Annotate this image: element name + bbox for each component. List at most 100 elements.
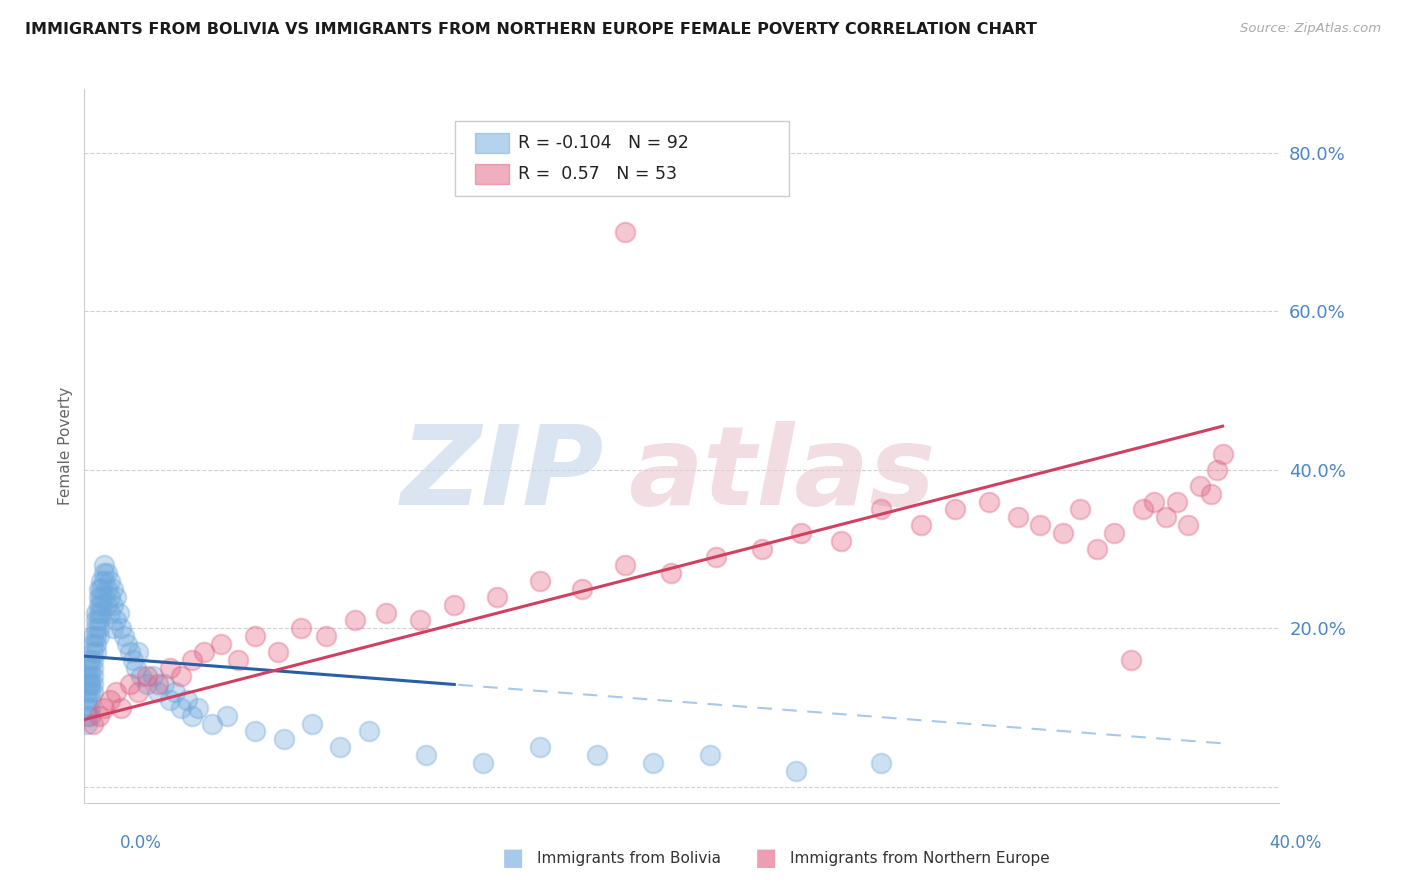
Point bbox=[90, 590, 112, 604]
Point bbox=[87, 614, 110, 628]
Point bbox=[82, 669, 104, 683]
Point bbox=[79, 685, 101, 699]
Point bbox=[87, 621, 110, 635]
Point bbox=[76, 669, 98, 683]
Point bbox=[79, 700, 101, 714]
Point bbox=[785, 764, 807, 778]
Point bbox=[1205, 463, 1227, 477]
Point bbox=[121, 653, 143, 667]
Point bbox=[301, 716, 323, 731]
Point bbox=[215, 708, 238, 723]
Point bbox=[1121, 653, 1143, 667]
Text: Immigrants from Northern Europe: Immigrants from Northern Europe bbox=[790, 851, 1050, 865]
Point bbox=[1154, 510, 1177, 524]
Point bbox=[79, 708, 101, 723]
Point bbox=[87, 598, 110, 612]
Point bbox=[76, 708, 98, 723]
Point bbox=[96, 566, 118, 580]
Text: 0.0%: 0.0% bbox=[120, 834, 162, 852]
Point bbox=[101, 621, 124, 635]
Text: ZIP: ZIP bbox=[401, 421, 605, 528]
Point bbox=[87, 590, 110, 604]
Point bbox=[193, 645, 215, 659]
Point bbox=[87, 629, 110, 643]
Point bbox=[471, 756, 494, 771]
Point bbox=[585, 748, 607, 763]
Point bbox=[87, 708, 110, 723]
Point bbox=[943, 502, 966, 516]
Point bbox=[659, 566, 682, 580]
Point bbox=[79, 653, 101, 667]
Point bbox=[704, 549, 727, 564]
Point bbox=[357, 724, 380, 739]
Point bbox=[136, 669, 159, 683]
Point bbox=[79, 669, 101, 683]
Point bbox=[87, 582, 110, 596]
Point bbox=[90, 582, 112, 596]
Point bbox=[82, 653, 104, 667]
Point bbox=[243, 724, 266, 739]
Point bbox=[82, 629, 104, 643]
Point bbox=[1132, 502, 1154, 516]
Point bbox=[82, 637, 104, 651]
Point bbox=[643, 756, 665, 771]
Point bbox=[443, 598, 465, 612]
Point bbox=[1052, 526, 1074, 541]
Point bbox=[90, 606, 112, 620]
Point bbox=[529, 574, 551, 588]
Point bbox=[93, 700, 115, 714]
Point bbox=[98, 606, 121, 620]
Point bbox=[1007, 510, 1029, 524]
Point bbox=[127, 685, 149, 699]
Point bbox=[153, 677, 176, 691]
Point bbox=[187, 700, 209, 714]
Point bbox=[1104, 526, 1126, 541]
Point bbox=[84, 645, 107, 659]
Point bbox=[170, 700, 193, 714]
Text: Immigrants from Bolivia: Immigrants from Bolivia bbox=[537, 851, 721, 865]
Text: ■: ■ bbox=[755, 847, 778, 870]
Point bbox=[790, 526, 813, 541]
Point bbox=[82, 716, 104, 731]
Text: 40.0%: 40.0% bbox=[1270, 834, 1322, 852]
Point bbox=[409, 614, 432, 628]
Point bbox=[84, 621, 107, 635]
Point bbox=[181, 653, 204, 667]
FancyBboxPatch shape bbox=[475, 133, 509, 153]
Point bbox=[979, 494, 1001, 508]
Point bbox=[98, 692, 121, 706]
FancyBboxPatch shape bbox=[475, 164, 509, 184]
Point bbox=[148, 685, 170, 699]
Text: IMMIGRANTS FROM BOLIVIA VS IMMIGRANTS FROM NORTHERN EUROPE FEMALE POVERTY CORREL: IMMIGRANTS FROM BOLIVIA VS IMMIGRANTS FR… bbox=[25, 22, 1038, 37]
Point bbox=[79, 692, 101, 706]
Point bbox=[129, 669, 152, 683]
Point bbox=[79, 677, 101, 691]
Point bbox=[159, 661, 181, 675]
Point bbox=[159, 692, 181, 706]
Point bbox=[96, 598, 118, 612]
Point bbox=[751, 542, 773, 557]
Point bbox=[110, 700, 132, 714]
Point bbox=[1199, 486, 1222, 500]
FancyBboxPatch shape bbox=[456, 121, 790, 196]
Point bbox=[1177, 518, 1199, 533]
Point bbox=[170, 669, 193, 683]
Point bbox=[1212, 447, 1234, 461]
Point bbox=[118, 645, 141, 659]
Point bbox=[76, 661, 98, 675]
Point bbox=[90, 574, 112, 588]
Point bbox=[112, 629, 135, 643]
Point bbox=[76, 700, 98, 714]
Point bbox=[82, 685, 104, 699]
Text: atlas: atlas bbox=[628, 421, 935, 528]
Point bbox=[243, 629, 266, 643]
Point bbox=[76, 692, 98, 706]
Point bbox=[290, 621, 312, 635]
Point bbox=[181, 708, 204, 723]
Point bbox=[910, 518, 932, 533]
Point bbox=[98, 590, 121, 604]
Point bbox=[315, 629, 337, 643]
Point bbox=[165, 685, 187, 699]
Point bbox=[1143, 494, 1166, 508]
Point bbox=[614, 558, 637, 572]
